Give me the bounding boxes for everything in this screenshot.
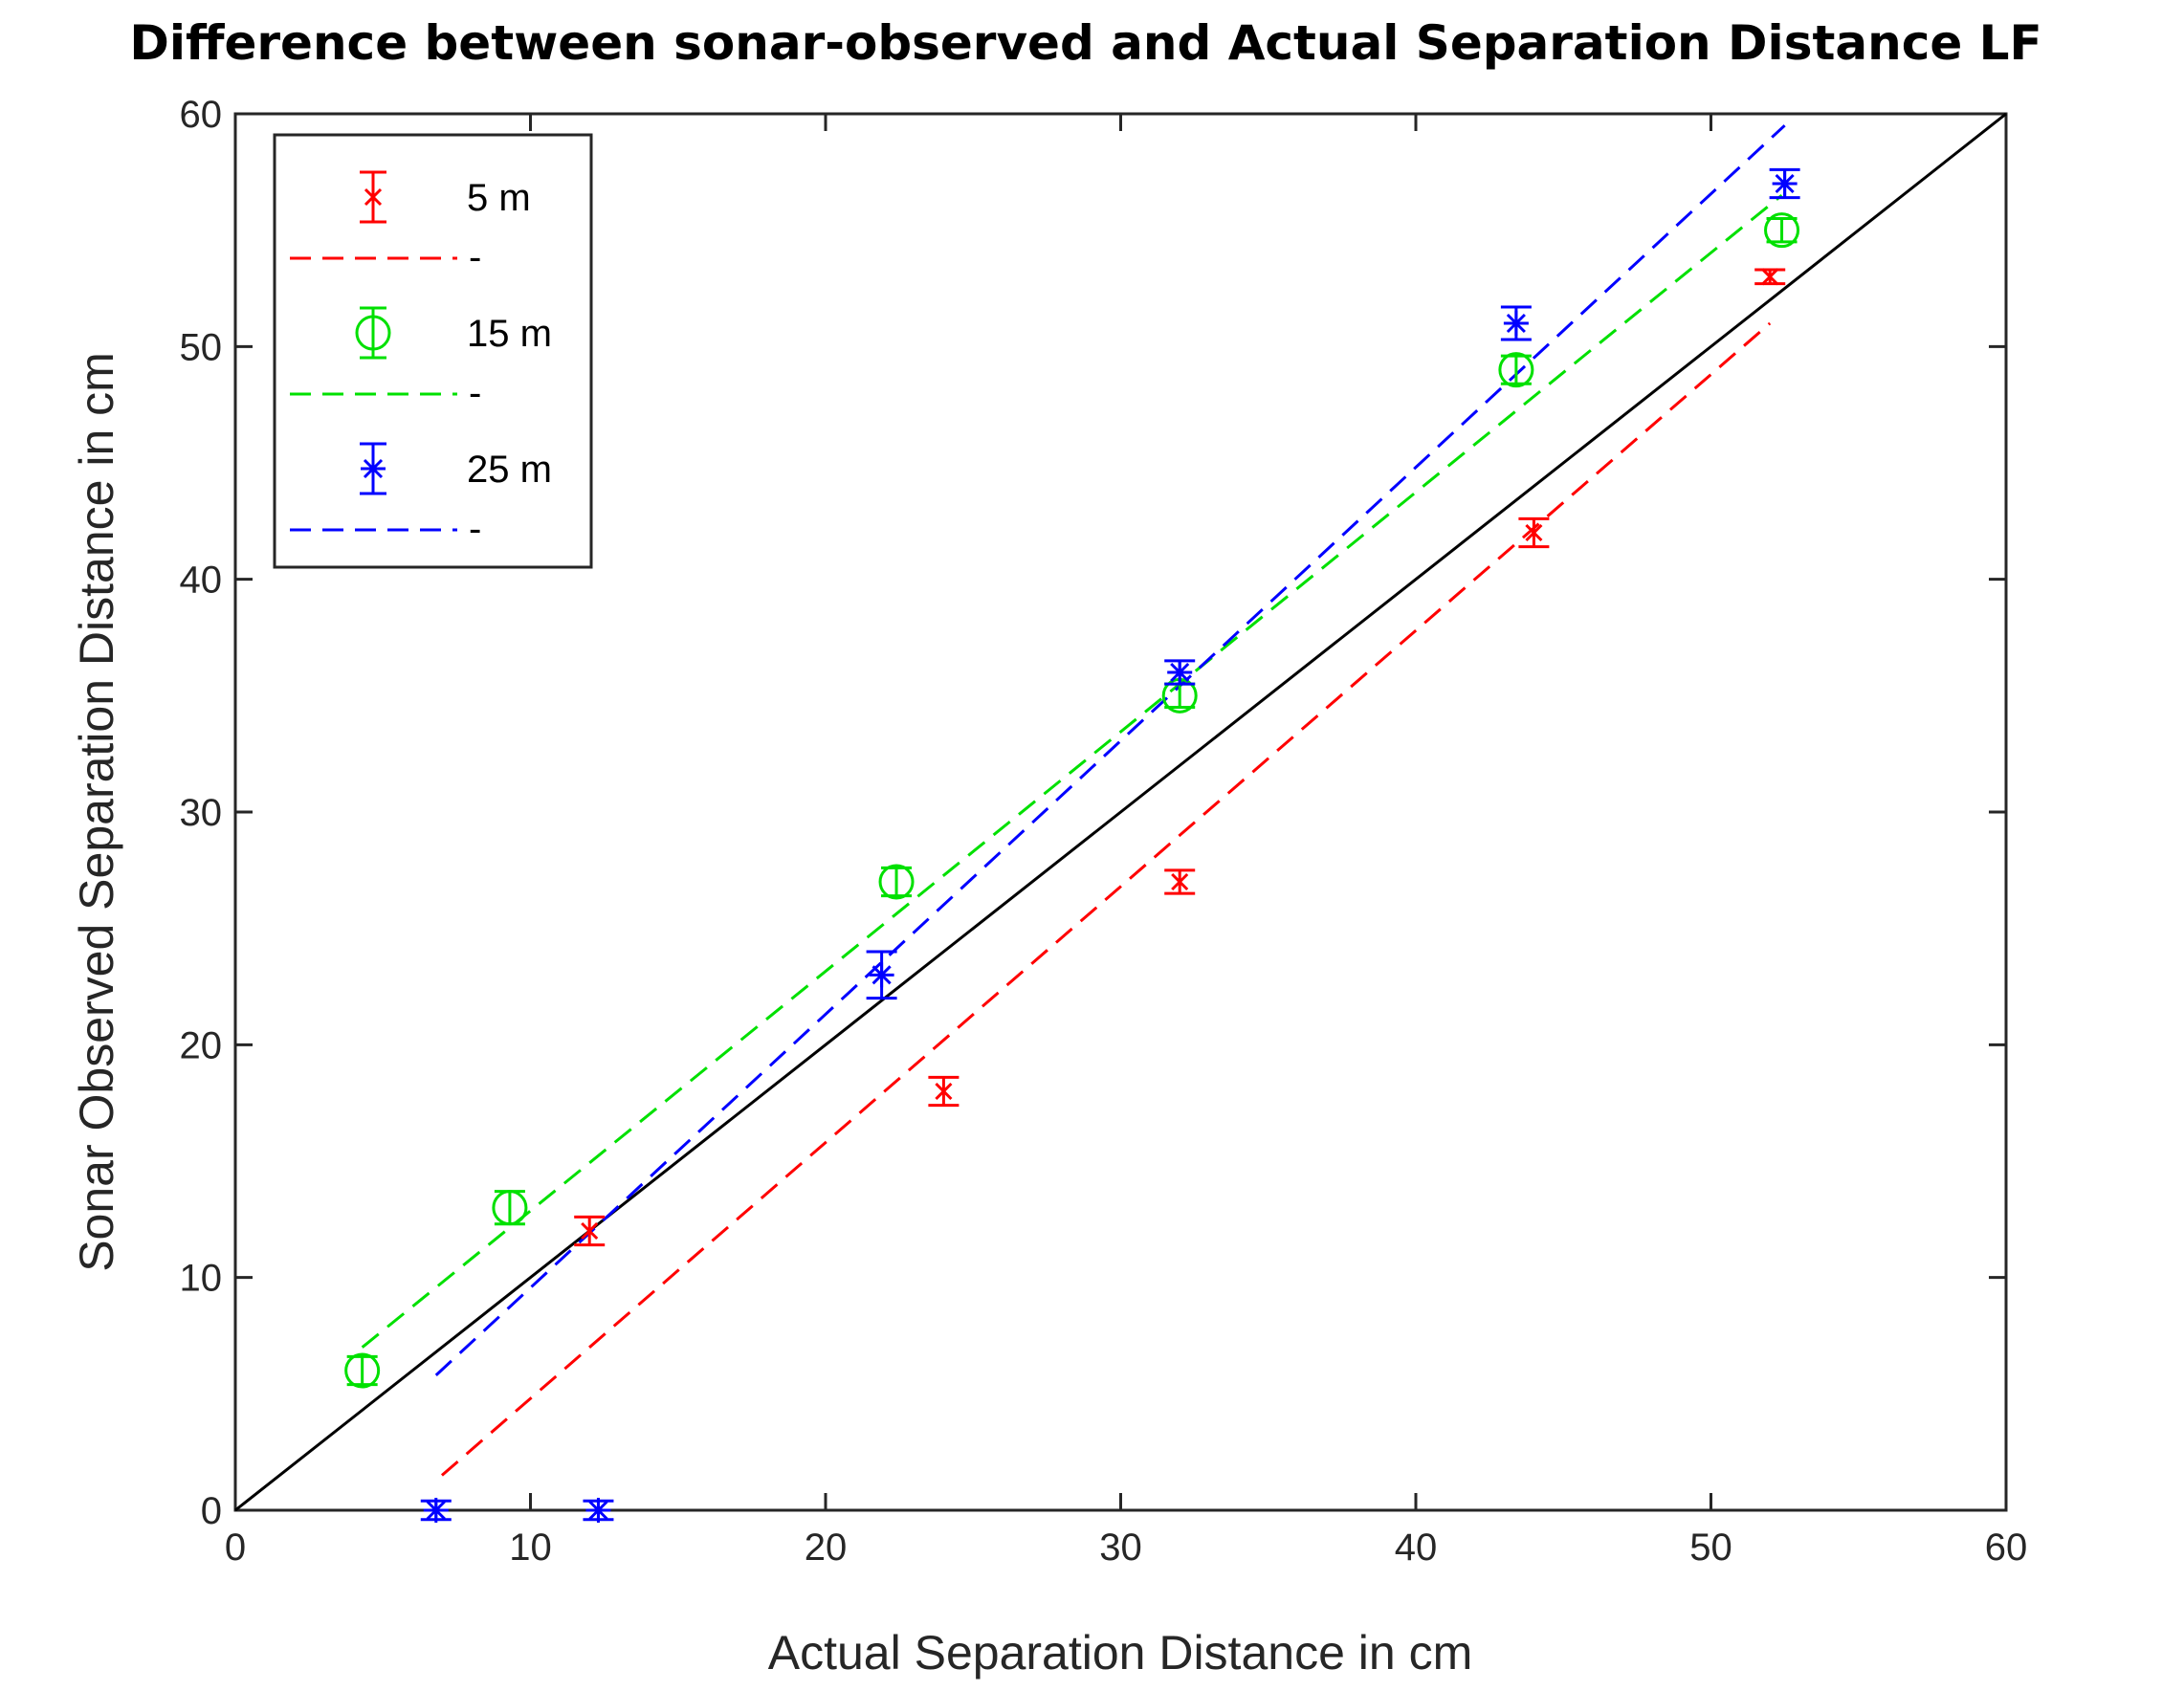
x-tick-label: 10 [509, 1526, 552, 1569]
legend-label: 5 m [467, 177, 531, 219]
data-point-series-1 [1498, 352, 1534, 388]
fit-line-series-0 [440, 321, 1772, 1477]
data-point-series-2 [1167, 660, 1193, 685]
data-point-series-2 [585, 1498, 611, 1523]
legend-box [273, 133, 593, 569]
data-point-series-1 [878, 864, 915, 900]
y-tick-label: 0 [201, 1490, 222, 1532]
x-tick-label: 20 [805, 1526, 848, 1569]
data-point-series-2 [869, 962, 894, 988]
legend-label: 15 m [467, 313, 552, 355]
legend-fit-label: - [469, 236, 481, 278]
y-tick-label: 60 [180, 94, 223, 136]
tick-layer: 0 10 20 30 40 50 60 0 10 20 30 40 50 60 [180, 94, 2028, 1569]
data-point-series-2 [1772, 171, 1798, 196]
x-axis-label: Actual Separation Distance in cm [768, 1626, 1472, 1680]
chart-title: Difference between sonar-observed and Ac… [129, 15, 2041, 71]
data-point-series-2 [423, 1498, 449, 1523]
fit-line-series-1 [361, 194, 1783, 1349]
data-point-series-1 [492, 1190, 528, 1226]
x-tick-label: 40 [1395, 1526, 1438, 1569]
data-point-series-0 [581, 1221, 599, 1241]
legend-marker-series-0 [364, 187, 383, 207]
reference-line [234, 112, 2007, 1512]
x-tick-label: 0 [225, 1526, 246, 1569]
legend: 5 m - 15 m - 25 m - [273, 133, 593, 569]
line-layer [234, 112, 2007, 1512]
y-tick-label: 10 [180, 1258, 223, 1300]
y-tick-label: 20 [180, 1024, 223, 1066]
legend-label: 25 m [467, 449, 552, 491]
data-point-series-1 [344, 1352, 381, 1389]
y-tick-label: 30 [180, 792, 223, 834]
point-layer [344, 167, 1800, 1523]
y-tick-label: 40 [180, 560, 223, 602]
fit-line-series-2 [434, 124, 1786, 1376]
legend-fit-label: - [469, 508, 481, 550]
legend-fit-label: - [469, 372, 481, 414]
data-point-series-1 [1764, 212, 1800, 249]
x-tick-label: 60 [1985, 1526, 2028, 1569]
data-point-series-2 [1503, 311, 1529, 336]
legend-marker-series-2 [361, 456, 386, 481]
data-point-series-0 [1761, 268, 1779, 286]
x-tick-label: 30 [1099, 1526, 1142, 1569]
x-tick-label: 50 [1689, 1526, 1732, 1569]
y-axis-label: Sonar Observed Separation Distance in cm [70, 352, 123, 1272]
data-point-series-0 [1525, 523, 1543, 542]
data-point-series-0 [935, 1082, 953, 1101]
legend-marker-series-1 [355, 315, 391, 351]
data-point-series-0 [1171, 872, 1189, 891]
y-tick-label: 50 [180, 326, 223, 368]
